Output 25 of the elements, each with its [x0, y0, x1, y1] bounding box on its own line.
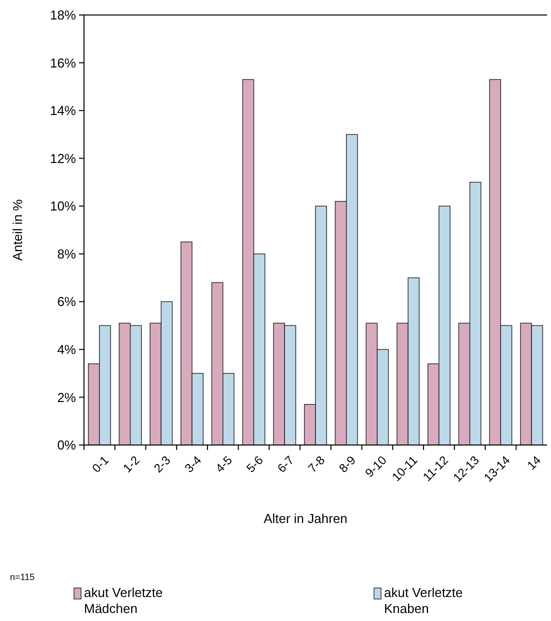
- y-tick-label: 14%: [50, 103, 76, 118]
- x-tick-label: 4-5: [212, 452, 236, 476]
- y-tick-label: 6%: [57, 294, 76, 310]
- y-tick-label: 12%: [50, 150, 76, 166]
- x-tick-label: 5-6: [244, 452, 266, 476]
- x-tick-label: 7-8: [305, 452, 328, 476]
- x-tick-label: 8-9: [336, 452, 359, 476]
- text: n=115: [10, 572, 35, 582]
- x-tick-label: 2-3: [151, 452, 174, 476]
- y-tick-label: 10%: [50, 198, 76, 214]
- y-tick-label: 16%: [50, 55, 76, 70]
- x-axis-title: Alter in Jahren: [264, 511, 348, 526]
- y-tick-label: 2%: [57, 390, 76, 405]
- legend-label: akut Verletzte Knaben: [384, 585, 463, 616]
- x-tick-label: 3-4: [182, 452, 204, 476]
- y-tick-label: 8%: [57, 246, 76, 262]
- x-tick-label: 6-7: [274, 452, 297, 476]
- x-tick-label: 1-2: [120, 452, 143, 476]
- y-tick-label: 4%: [57, 342, 76, 357]
- x-tick-label: 0-1: [89, 452, 112, 476]
- legend-label: akut Verletzte Mädchen: [84, 585, 163, 616]
- y-tick-label: 0%: [57, 438, 76, 453]
- y-axis-title: Anteil in %: [10, 198, 25, 261]
- y-tick-label: 18%: [50, 8, 76, 23]
- x-tick-label: 14: [524, 452, 544, 473]
